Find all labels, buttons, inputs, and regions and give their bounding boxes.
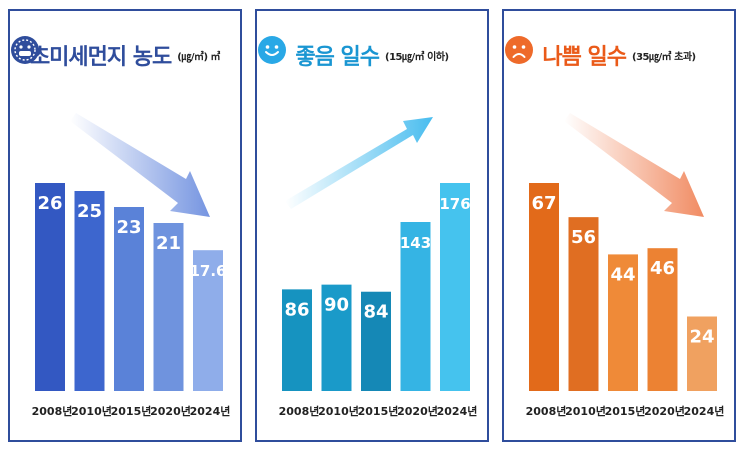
pm25-tick-label: 2015년: [111, 404, 152, 418]
pm25-tick-label: 2024년: [190, 404, 231, 418]
pm25-data-label: 21: [156, 233, 181, 254]
pm25-tick-label: 2008년: [32, 404, 73, 418]
good-days-data-label: 84: [363, 302, 388, 323]
bad-days-trend-arrow: [564, 113, 704, 217]
mask-face-icon: [11, 36, 39, 64]
bad-days-data-label: 24: [689, 326, 714, 347]
good-days-bar: [361, 291, 391, 391]
good-days-data-label: 143: [400, 234, 431, 252]
good-days-data-label: 86: [284, 299, 309, 320]
bad-days-title-row: 나쁨 일수 (35㎍/㎥ 초과): [504, 35, 734, 75]
pm25-bar: [114, 207, 144, 391]
bad-days-tick-label: 2020년: [644, 404, 685, 418]
chart-panel-pm25: 26 2008년 25 2010년 23 2015년 21 2020년 17.6 2024년 초미…: [8, 9, 242, 442]
pm25-chart-svg: 26 2008년 25 2010년 23 2015년 21 2020년 17.6 2024년: [32, 113, 231, 418]
good-days-title-row: 좋음 일수 (15㎍/㎥ 이하): [257, 35, 487, 75]
pm25-bar: [153, 223, 184, 391]
bad-days-data-label: 46: [650, 258, 675, 279]
pm25-bar: [35, 183, 65, 391]
pm25-data-label: 26: [37, 193, 62, 214]
good-days-chart-svg: 86 2008년 90 2010년 84 2015년 143 2020년 176 2024년: [279, 117, 478, 418]
pm25-tick-label: 2020년: [150, 404, 191, 418]
pm25-bar: [74, 191, 105, 391]
bad-days-bar: [687, 316, 717, 391]
bad-days-bar: [647, 248, 678, 391]
chart-panel-good-days: 86 2008년 90 2010년 84 2015년 143 2020년 176 2024년 좋음…: [255, 9, 489, 442]
good-days-bar: [321, 284, 352, 391]
smile-face-icon: [258, 36, 286, 64]
bad-days-title: 나쁨 일수: [542, 45, 627, 70]
bad-days-tick-label: 2015년: [605, 404, 646, 418]
good-days-tick-label: 2020년: [397, 404, 438, 418]
pm25-data-label: 25: [77, 201, 102, 222]
bad-days-tick-label: 2024년: [684, 404, 725, 418]
pm25-unit-label: (㎍/㎥) ㎥: [177, 51, 221, 63]
bad-days-data-label: 67: [531, 193, 556, 214]
good-days-tick-label: 2010년: [318, 404, 359, 418]
good-days-bar: [282, 289, 312, 391]
bad-days-bar: [608, 254, 638, 391]
bad-days-bar: [568, 217, 599, 391]
pm25-data-label: 17.6: [189, 262, 226, 280]
good-days-data-label: 90: [324, 295, 349, 316]
bad-days-bar: [529, 183, 559, 391]
good-days-tick-label: 2008년: [279, 404, 320, 418]
pm25-tick-label: 2010년: [71, 404, 112, 418]
bad-days-tick-label: 2008년: [526, 404, 567, 418]
bad-days-data-label: 44: [610, 264, 635, 285]
pm25-trend-arrow: [70, 113, 210, 217]
good-days-bar: [400, 222, 431, 391]
pm25-title-row: 초미세먼지 농도 (㎍/㎥) ㎥: [10, 35, 240, 75]
pm25-data-label: 23: [116, 217, 141, 238]
good-days-data-label: 176: [439, 195, 470, 213]
frown-face-icon: [505, 36, 533, 64]
good-days-unit-label: (15㎍/㎥ 이하): [385, 51, 449, 63]
good-days-title: 좋음 일수: [295, 45, 380, 70]
bad-days-chart-svg: 67 2008년 56 2010년 44 2015년 46 2020년 24 2024년: [526, 113, 725, 418]
good-days-tick-label: 2024년: [437, 404, 478, 418]
bad-days-tick-label: 2010년: [565, 404, 606, 418]
pm25-bar: [193, 250, 223, 391]
good-days-trend-arrow: [285, 117, 433, 209]
bad-days-data-label: 56: [571, 227, 596, 248]
pm25-title: 초미세먼지 농도: [29, 45, 172, 70]
good-days-bar: [440, 183, 470, 391]
chart-panel-bad-days: 67 2008년 56 2010년 44 2015년 46 2020년 24 2024년 나쁨 일…: [502, 9, 736, 442]
bad-days-unit-label: (35㎍/㎥ 초과): [632, 51, 696, 63]
good-days-tick-label: 2015년: [358, 404, 399, 418]
